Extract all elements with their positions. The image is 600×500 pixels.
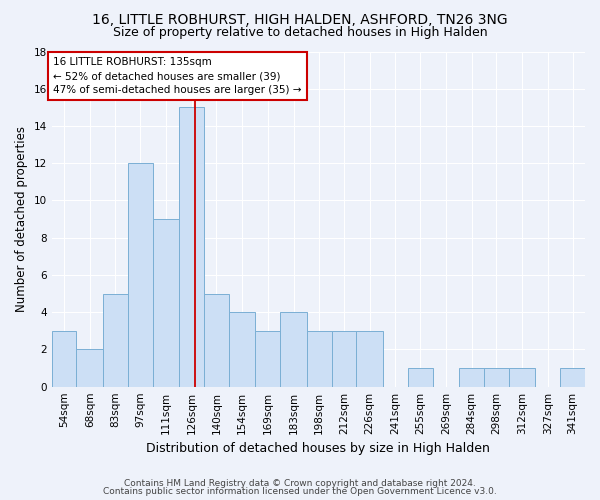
Bar (204, 294, 229, 386)
Bar (103, 294, 128, 386)
Bar (356, 331, 383, 386)
Bar (229, 312, 256, 386)
Bar (179, 108, 204, 386)
Bar (256, 331, 280, 386)
Bar (76, 350, 103, 387)
Text: Contains HM Land Registry data © Crown copyright and database right 2024.: Contains HM Land Registry data © Crown c… (124, 478, 476, 488)
Bar (509, 368, 535, 386)
Text: Size of property relative to detached houses in High Halden: Size of property relative to detached ho… (113, 26, 487, 39)
Text: 16 LITTLE ROBHURST: 135sqm
← 52% of detached houses are smaller (39)
47% of semi: 16 LITTLE ROBHURST: 135sqm ← 52% of deta… (53, 57, 302, 95)
X-axis label: Distribution of detached houses by size in High Halden: Distribution of detached houses by size … (146, 442, 490, 455)
Bar (280, 312, 307, 386)
Bar (152, 219, 179, 386)
Bar (459, 368, 484, 386)
Bar (484, 368, 509, 386)
Bar (128, 163, 152, 386)
Bar (307, 331, 332, 386)
Bar (560, 368, 585, 386)
Text: Contains public sector information licensed under the Open Government Licence v3: Contains public sector information licen… (103, 487, 497, 496)
Bar (332, 331, 356, 386)
Y-axis label: Number of detached properties: Number of detached properties (15, 126, 28, 312)
Text: 16, LITTLE ROBHURST, HIGH HALDEN, ASHFORD, TN26 3NG: 16, LITTLE ROBHURST, HIGH HALDEN, ASHFOR… (92, 12, 508, 26)
Bar (408, 368, 433, 386)
Bar (52, 331, 76, 386)
